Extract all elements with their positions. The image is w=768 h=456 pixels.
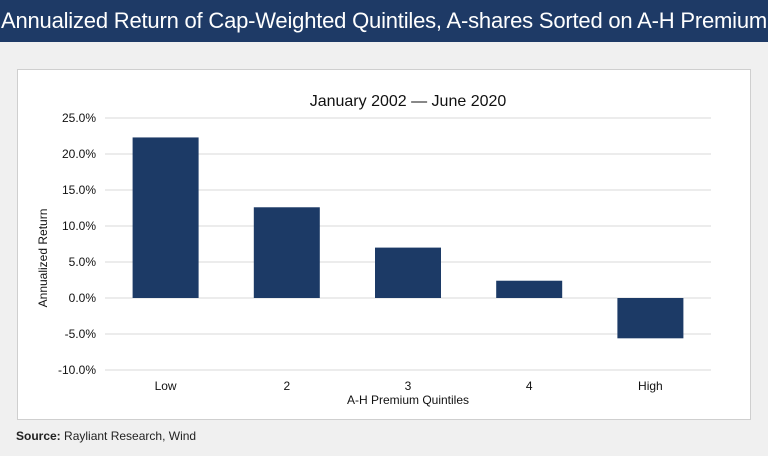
chart-title: January 2002 — June 2020 bbox=[310, 93, 507, 110]
x-tick-label: High bbox=[638, 379, 663, 393]
x-tick-label: 2 bbox=[283, 379, 290, 393]
chart-panel: January 2002 — June 2020 25.0% 20.0% 15.0%… bbox=[17, 69, 751, 420]
y-axis-label: Annualized Return bbox=[36, 209, 50, 308]
y-tick-label: 25.0% bbox=[62, 111, 96, 125]
y-tick-label: 10.0% bbox=[62, 219, 96, 233]
bar-2 bbox=[253, 207, 320, 298]
y-tick-label: 15.0% bbox=[62, 183, 96, 197]
chart-banner-title: Annualized Return of Cap-Weighted Quinti… bbox=[0, 0, 768, 42]
source-label: Source: bbox=[16, 429, 61, 443]
x-tick-label: 3 bbox=[405, 379, 412, 393]
y-tick-label: 20.0% bbox=[62, 147, 96, 161]
source-note: Source: Rayliant Research, Wind bbox=[16, 429, 196, 443]
y-tick-label: 5.0% bbox=[69, 255, 97, 269]
y-tick-label: 0.0% bbox=[69, 291, 97, 305]
bar-chart: January 2002 — June 2020 25.0%20.0%15.0%… bbox=[36, 93, 711, 407]
x-tick-label: 4 bbox=[526, 379, 533, 393]
source-text: Rayliant Research, Wind bbox=[64, 429, 197, 443]
y-tick-label: -10.0% bbox=[58, 363, 96, 377]
x-tick-label: Low bbox=[155, 379, 177, 393]
bar-4 bbox=[496, 280, 563, 298]
bar-high bbox=[617, 298, 684, 339]
x-axis-label: A-H Premium Quintiles bbox=[347, 393, 469, 407]
bar-3 bbox=[375, 247, 441, 298]
y-tick-label: -5.0% bbox=[65, 327, 97, 341]
bar-low bbox=[132, 137, 199, 298]
